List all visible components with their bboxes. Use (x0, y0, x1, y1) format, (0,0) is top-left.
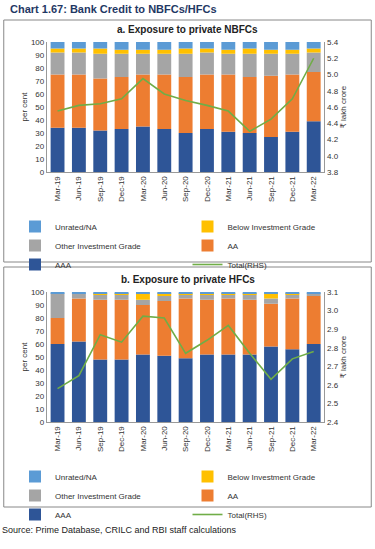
svg-text:Sep-19: Sep-19 (96, 176, 105, 202)
svg-text:Mar-19: Mar-19 (53, 176, 62, 202)
svg-text:per cent: per cent (20, 92, 29, 122)
svg-text:3.1: 3.1 (327, 288, 339, 297)
svg-text:a. Exposure to private NBFCs: a. Exposure to private NBFCs (117, 24, 258, 35)
svg-text:Other Investment Grade: Other Investment Grade (55, 492, 141, 501)
svg-text:80: 80 (35, 64, 44, 73)
svg-text:100: 100 (31, 38, 45, 47)
svg-text:0: 0 (40, 168, 45, 177)
svg-text:Mar-21: Mar-21 (224, 176, 233, 202)
svg-text:20: 20 (35, 142, 44, 151)
svg-text:Source: Prime Database, CRILC: Source: Prime Database, CRILC and RBI st… (2, 525, 236, 535)
svg-text:2.6: 2.6 (327, 381, 339, 390)
svg-text:₹ lakh crore: ₹ lakh crore (339, 335, 348, 378)
svg-text:Sep-21: Sep-21 (267, 176, 276, 202)
svg-text:90: 90 (35, 301, 44, 310)
svg-text:Other Investment Grade: Other Investment Grade (55, 242, 141, 251)
svg-text:Total(RHS): Total(RHS) (228, 511, 267, 520)
svg-text:60: 60 (35, 90, 44, 99)
svg-text:0: 0 (40, 418, 45, 427)
svg-text:3.8: 3.8 (327, 168, 339, 177)
svg-text:100: 100 (31, 288, 45, 297)
svg-text:80: 80 (35, 314, 44, 323)
svg-text:AA: AA (228, 242, 239, 251)
svg-text:AAA: AAA (55, 261, 72, 270)
svg-text:Unrated/NA: Unrated/NA (55, 223, 97, 232)
svg-text:b. Exposure to private HFCs: b. Exposure to private HFCs (121, 274, 255, 285)
svg-text:20: 20 (35, 392, 44, 401)
svg-text:Mar-19: Mar-19 (53, 426, 62, 452)
svg-text:4.0: 4.0 (327, 152, 339, 161)
svg-text:10: 10 (35, 405, 44, 414)
svg-text:2.5: 2.5 (327, 399, 339, 408)
svg-text:2.9: 2.9 (327, 325, 339, 334)
svg-text:60: 60 (35, 340, 44, 349)
svg-text:2.8: 2.8 (327, 344, 339, 353)
svg-text:Chart 1.67: Bank Credit to NBF: Chart 1.67: Bank Credit to NBFCs/HFCs (10, 3, 217, 15)
svg-text:50: 50 (35, 353, 44, 362)
svg-text:₹ lakh crore: ₹ lakh crore (339, 85, 348, 128)
svg-text:Mar-22: Mar-22 (309, 426, 318, 452)
svg-text:Dec-21: Dec-21 (288, 176, 297, 202)
svg-text:70: 70 (35, 77, 44, 86)
svg-text:Below Investment Grade: Below Investment Grade (228, 223, 316, 232)
svg-text:4.2: 4.2 (327, 135, 339, 144)
svg-text:Mar-20: Mar-20 (139, 426, 148, 452)
svg-text:Mar-21: Mar-21 (224, 426, 233, 452)
svg-text:5.2: 5.2 (327, 54, 339, 63)
svg-text:Jun-19: Jun-19 (74, 426, 83, 451)
svg-text:Unrated/NA: Unrated/NA (55, 473, 97, 482)
svg-text:2.7: 2.7 (327, 362, 339, 371)
svg-text:40: 40 (35, 116, 44, 125)
svg-text:Dec-19: Dec-19 (117, 176, 126, 202)
svg-text:30: 30 (35, 379, 44, 388)
svg-text:Jun-19: Jun-19 (74, 176, 83, 201)
svg-text:4.6: 4.6 (327, 103, 339, 112)
svg-text:Jun-20: Jun-20 (160, 176, 169, 201)
svg-text:3.0: 3.0 (327, 306, 339, 315)
svg-text:Dec-21: Dec-21 (288, 426, 297, 452)
svg-text:40: 40 (35, 366, 44, 375)
svg-text:Sep-19: Sep-19 (96, 426, 105, 452)
svg-text:70: 70 (35, 327, 44, 336)
svg-text:4.8: 4.8 (327, 87, 339, 96)
svg-text:Jun-21: Jun-21 (245, 176, 254, 201)
svg-text:Below Investment Grade: Below Investment Grade (228, 473, 316, 482)
svg-text:Mar-22: Mar-22 (309, 176, 318, 202)
svg-text:90: 90 (35, 51, 44, 60)
svg-text:per cent: per cent (20, 342, 29, 372)
svg-text:Jun-20: Jun-20 (160, 426, 169, 451)
svg-text:Dec-20: Dec-20 (203, 176, 212, 202)
svg-text:AA: AA (228, 492, 239, 501)
svg-text:Jun-21: Jun-21 (245, 426, 254, 451)
svg-text:10: 10 (35, 155, 44, 164)
svg-text:5.0: 5.0 (327, 70, 339, 79)
svg-text:2.4: 2.4 (327, 418, 339, 427)
svg-text:Total(RHS): Total(RHS) (228, 261, 267, 270)
svg-text:30: 30 (35, 129, 44, 138)
svg-text:Mar-20: Mar-20 (139, 176, 148, 202)
svg-text:Sep-21: Sep-21 (267, 426, 276, 452)
svg-text:Sep-20: Sep-20 (181, 426, 190, 452)
svg-text:AAA: AAA (55, 511, 72, 520)
svg-text:Dec-20: Dec-20 (203, 426, 212, 452)
svg-text:Sep-20: Sep-20 (181, 176, 190, 202)
svg-text:4.4: 4.4 (327, 119, 339, 128)
svg-text:5.4: 5.4 (327, 38, 339, 47)
svg-text:Dec-19: Dec-19 (117, 426, 126, 452)
svg-text:50: 50 (35, 103, 44, 112)
